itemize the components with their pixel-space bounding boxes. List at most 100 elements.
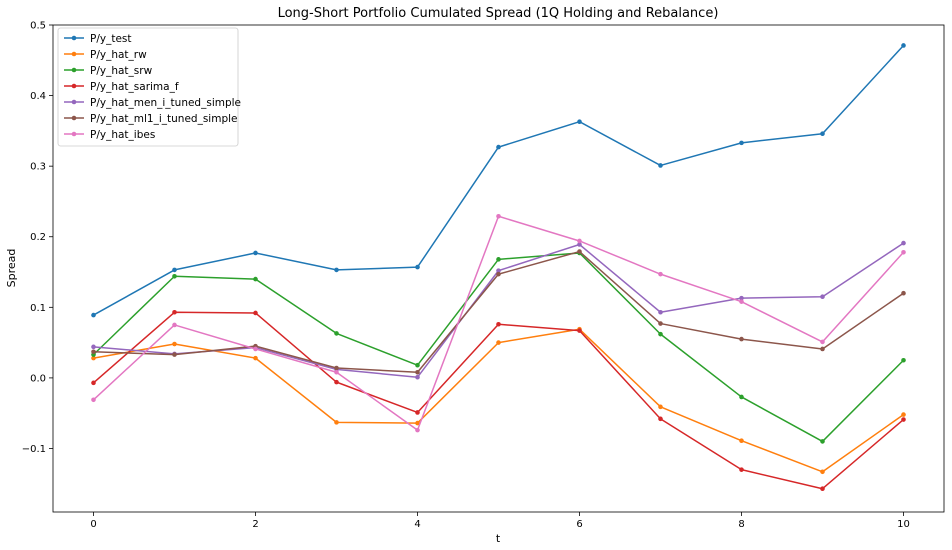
data-point [496,321,501,327]
data-point [577,328,582,333]
data-point [658,416,663,422]
legend-label: P/y_hat_rw [90,49,147,61]
data-point [334,420,339,425]
legend-item: P/y_test [64,33,132,45]
y-tick-label: 0.5 [30,21,46,32]
x-tick-label: 8 [738,519,744,530]
data-point [820,346,825,352]
chart-title: Long-Short Portfolio Cumulated Spread (1… [278,6,719,21]
legend-marker [71,67,77,73]
x-axis-title: t [496,532,501,545]
data-point [415,264,420,270]
data-point [253,276,258,282]
data-point [172,309,177,315]
series-1 [91,326,906,475]
data-point [91,397,96,403]
data-point [901,357,906,363]
legend-marker [71,115,77,121]
data-point [739,299,744,304]
data-point [415,374,420,380]
x-tick-label: 6 [576,519,582,530]
data-point [658,271,663,277]
legend-label: P/y_hat_sarima_f [90,81,179,93]
data-point [496,271,501,277]
legend-marker [71,51,77,57]
x-tick-label: 4 [414,519,420,530]
data-point [820,294,825,300]
data-point [901,412,906,417]
data-point [415,362,420,368]
data-point [658,404,663,410]
data-point [577,238,582,244]
data-point [739,394,744,400]
y-tick-label: 0.1 [30,303,46,314]
data-point [253,310,258,316]
data-point [253,250,258,256]
data-point [658,331,663,337]
data-point [91,344,96,350]
series-5 [91,249,906,375]
data-point [820,469,825,475]
data-point [901,43,906,48]
data-point [172,341,177,347]
legend: P/y_test P/y_hat_rw P/y_hat_srw P/y_hat_sar… [57,27,241,147]
data-point [334,365,339,371]
data-point [415,420,420,426]
x-tick-label: 0 [90,519,96,530]
data-point [820,439,825,444]
data-point [91,349,96,355]
legend-marker [71,35,77,41]
legend-item: P/y_hat_ml1_i_tuned_simple [64,113,238,125]
data-point [820,339,825,345]
data-point [334,331,339,336]
data-point [172,322,177,328]
legend-item: P/y_hat_srw [64,65,153,77]
data-point [496,213,501,219]
series-2 [91,250,906,444]
legend-label: P/y_hat_ibes [90,129,155,141]
series-line [93,242,904,378]
legend-marker [71,131,77,137]
data-point [901,417,906,422]
data-point [739,438,744,444]
series-line [93,311,904,490]
data-point [820,131,825,136]
data-point [415,427,420,433]
data-point [739,336,744,342]
data-point [739,295,744,301]
x-tick-label: 10 [897,519,910,530]
legend-label: P/y_hat_men_i_tuned_simple [90,97,241,109]
series-line [92,252,905,443]
data-point [658,163,663,168]
data-point [253,355,258,361]
legend-label: P/y_test [90,33,132,45]
data-point [172,267,177,273]
data-point [901,240,906,246]
y-tick-label: −0.1 [22,444,46,455]
legend-item: P/y_hat_rw [64,49,147,61]
legend-marker [71,83,77,89]
data-point [739,467,744,472]
data-point [496,268,501,273]
legend-item: P/y_hat_men_i_tuned_simple [64,97,241,109]
series-0 [91,43,906,318]
data-point [91,355,96,361]
data-point [901,290,906,296]
data-point [496,144,501,150]
y-axis-title: Spread [5,249,18,288]
legend-item: P/y_hat_sarima_f [64,81,179,93]
plot-frame [52,24,945,513]
series-3 [91,309,906,492]
legend-label: P/y_hat_srw [90,65,153,77]
data-point [577,242,582,247]
data-point [658,309,663,315]
legend-item: P/y_hat_ibes [64,129,155,141]
data-point [172,352,177,357]
data-point [334,369,339,375]
x-tick-label: 2 [252,519,258,530]
y-tick-label: 0.3 [30,162,46,173]
data-point [172,273,177,279]
data-point [415,369,420,375]
data-point [658,321,663,326]
data-point [577,249,582,254]
